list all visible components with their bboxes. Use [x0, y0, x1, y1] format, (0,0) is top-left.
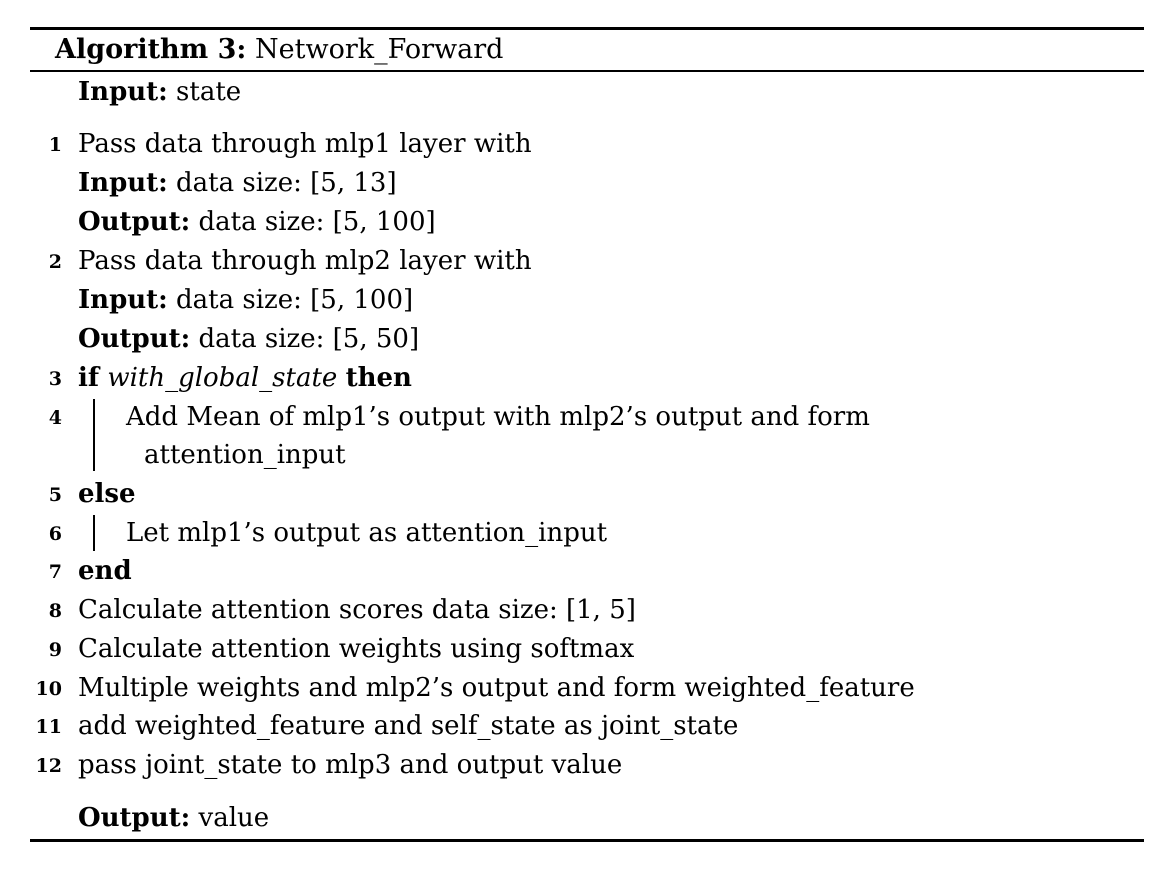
input-value: state	[176, 77, 242, 107]
algorithm-line: Add Mean of mlp1’s output with mlp2’s ou…	[126, 402, 870, 432]
top-rule	[30, 27, 1144, 30]
line-number: 12	[35, 755, 62, 777]
algorithm-line: Input: data size: [5, 100]	[78, 282, 413, 318]
line-number: 4	[48, 407, 62, 429]
algorithm-caption: Algorithm 3: Network_Forward	[55, 30, 503, 70]
algorithm-line: Multiple weights and mlp2’s output and f…	[78, 673, 915, 703]
output-value: value	[198, 803, 270, 833]
condition: with_global_state	[107, 363, 338, 393]
algorithm-line: Input: data size: [5, 13]	[78, 165, 397, 201]
io-text: data size: [5, 100]	[176, 285, 414, 315]
io-text: data size: [5, 50]	[198, 324, 420, 354]
algorithm-line: if with_global_state then	[78, 360, 412, 396]
io-text: data size: [5, 100]	[198, 207, 436, 237]
line-number: 10	[35, 678, 62, 700]
line-number: 6	[48, 523, 62, 545]
algorithm-line: Pass data through mlp1 layer with	[78, 129, 532, 159]
algorithm-line: Calculate attention scores data size: [1…	[78, 595, 636, 625]
input-label: Input:	[78, 77, 168, 107]
keyword-if: if	[78, 363, 100, 393]
io-label: Output:	[78, 324, 191, 354]
line-number: 1	[48, 134, 62, 156]
output-label: Output:	[78, 803, 191, 833]
bottom-rule	[30, 839, 1144, 842]
io-label: Input:	[78, 285, 168, 315]
caption-label: Algorithm 3:	[55, 34, 247, 65]
keyword-then: then	[345, 363, 412, 393]
io-label: Output:	[78, 207, 191, 237]
algorithm-line: pass joint_state to mlp3 and output valu…	[78, 750, 623, 780]
line-number: 3	[48, 368, 62, 390]
algorithm-line: Pass data through mlp2 layer with	[78, 246, 532, 276]
algorithm-line: Output: data size: [5, 100]	[78, 204, 436, 240]
io-text: data size: [5, 13]	[176, 168, 397, 198]
line-number: 11	[35, 716, 62, 738]
algorithm-line: Let mlp1’s output as attention_input	[126, 518, 608, 548]
line-number: 7	[48, 561, 62, 583]
algorithm-output: Output: value	[78, 800, 269, 836]
algorithm-line: add weighted_feature and self_state as j…	[78, 711, 739, 741]
line-number: 9	[48, 639, 62, 661]
algorithm-line: Output: data size: [5, 50]	[78, 321, 419, 357]
keyword-end: end	[78, 556, 132, 586]
io-label: Input:	[78, 168, 168, 198]
block-bar	[93, 515, 95, 551]
algorithm-line: Calculate attention weights using softma…	[78, 634, 635, 664]
line-number: 5	[48, 484, 62, 506]
line-number: 8	[48, 600, 62, 622]
line-number: 2	[48, 251, 62, 273]
caption-rule	[30, 70, 1144, 72]
algorithm-line-continuation: attention_input	[144, 440, 346, 470]
keyword-else: else	[78, 479, 136, 509]
caption-name: Network_Forward	[255, 34, 504, 65]
block-bar	[93, 399, 95, 471]
algorithm-input: Input: state	[78, 74, 241, 110]
